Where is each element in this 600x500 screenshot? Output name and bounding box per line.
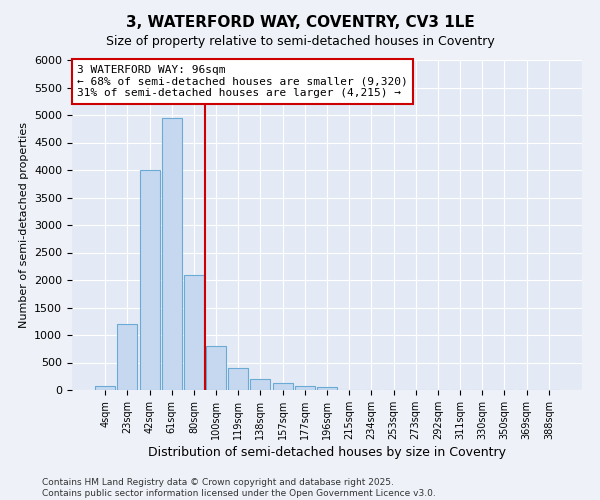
Bar [272,383,293,390]
Bar [250,379,271,390]
Y-axis label: Number of semi-detached properties: Number of semi-detached properties [19,122,29,328]
Bar [184,274,204,390]
Text: 3 WATERFORD WAY: 96sqm
← 68% of semi-detached houses are smaller (9,320)
31% of : 3 WATERFORD WAY: 96sqm ← 68% of semi-det… [77,65,408,98]
Bar [206,346,226,390]
Text: Contains HM Land Registry data © Crown copyright and database right 2025.
Contai: Contains HM Land Registry data © Crown c… [42,478,436,498]
Bar [295,386,315,390]
Bar [95,386,115,390]
X-axis label: Distribution of semi-detached houses by size in Coventry: Distribution of semi-detached houses by … [148,446,506,459]
Text: Size of property relative to semi-detached houses in Coventry: Size of property relative to semi-detach… [106,35,494,48]
Bar [118,324,137,390]
Text: 3, WATERFORD WAY, COVENTRY, CV3 1LE: 3, WATERFORD WAY, COVENTRY, CV3 1LE [125,15,475,30]
Bar [162,118,182,390]
Bar [140,170,160,390]
Bar [228,368,248,390]
Bar [317,387,337,390]
